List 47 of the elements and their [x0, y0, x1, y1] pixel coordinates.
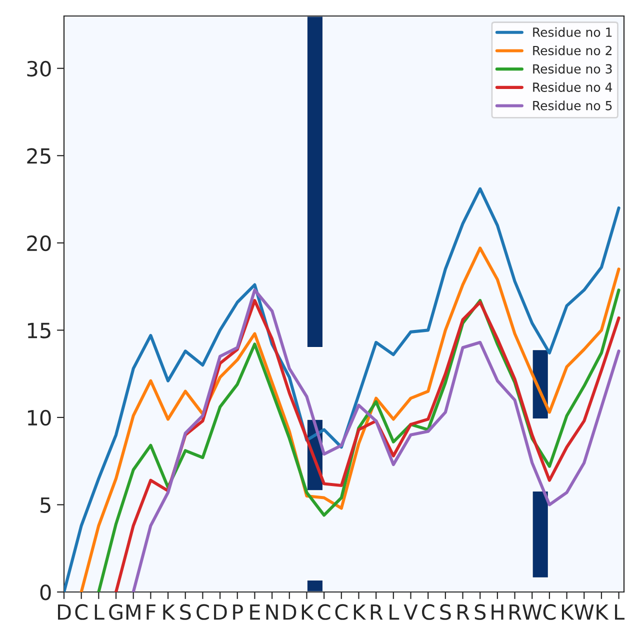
x-tick-label: C: [196, 604, 209, 620]
x-tick-label: S: [440, 604, 451, 620]
x-tick-label: R: [510, 604, 522, 620]
legend-label: Residue no 4: [533, 82, 612, 92]
x-tick-label: K: [163, 604, 176, 620]
x-tick-label: C: [75, 604, 88, 620]
x-tick-label: P: [233, 604, 243, 620]
y-tick-label: 10: [28, 410, 51, 426]
legend-label: Residue no 1: [533, 27, 612, 37]
x-tick-label: D: [214, 604, 227, 620]
y-tick-label: 0: [40, 584, 51, 600]
x-tick-label: W: [522, 604, 542, 620]
bar: [531, 490, 550, 579]
x-tick-label: L: [94, 604, 104, 620]
x-tick-label: D: [58, 604, 71, 620]
x-tick-label: M: [126, 604, 140, 620]
x-tick-label: C: [318, 604, 330, 620]
x-tick-label: R: [458, 604, 470, 620]
legend-label: Residue no 5: [533, 100, 612, 110]
y-tick-label: 30: [27, 60, 51, 77]
x-tick-label: C: [543, 604, 556, 620]
x-tick-label: K: [596, 604, 609, 620]
x-tick-label: C: [335, 604, 348, 620]
legend-label: Residue no 3: [533, 64, 612, 74]
x-tick-label: D: [283, 604, 296, 620]
line-series: [64, 187, 620, 592]
x-tick-label: R: [370, 604, 383, 620]
x-tick-label: V: [404, 604, 418, 620]
y-tick-label: 15: [28, 322, 50, 338]
x-tick-label: N: [266, 604, 278, 620]
x-tick-label: K: [302, 604, 314, 620]
legend-label: Residue no 2: [533, 46, 612, 56]
x-tick-label: K: [562, 604, 574, 620]
x-tick-label: G: [109, 604, 122, 620]
x-tick-label: L: [615, 604, 624, 620]
x-tick-label: S: [180, 604, 191, 620]
x-tick-label: C: [422, 604, 434, 620]
x-tick-label: E: [250, 604, 260, 620]
x-tick-label: H: [492, 604, 504, 620]
y-tick-label: 5: [40, 497, 50, 513]
x-tick-label: K: [354, 604, 366, 620]
x-tick-label: L: [390, 604, 400, 620]
x-tick-label: W: [574, 604, 594, 620]
x-tick-label: F: [146, 604, 156, 620]
y-tick-label: 20: [27, 235, 51, 252]
y-tick-label: 25: [27, 148, 50, 164]
x-tick-label: S: [474, 604, 486, 620]
